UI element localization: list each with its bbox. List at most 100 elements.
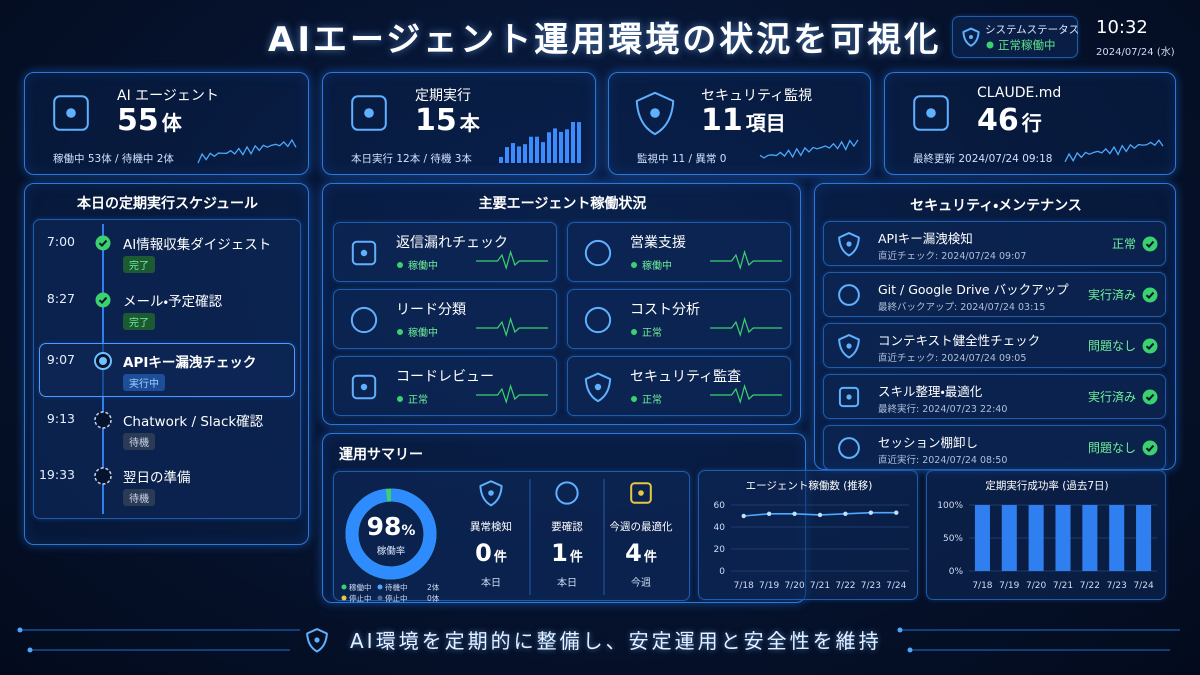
kpi-sub: 監視中 11 / 異常 0 bbox=[637, 153, 727, 165]
line-point bbox=[817, 512, 823, 518]
security-status: 問題なし bbox=[1087, 339, 1136, 353]
icon-dot bbox=[650, 108, 660, 118]
y-tick-label: 20 bbox=[714, 545, 726, 555]
agent-dot bbox=[631, 329, 637, 335]
mini-bar bbox=[541, 142, 545, 163]
security-detail: 最終バックアップ: 2024/07/24 03:15 bbox=[878, 302, 1046, 313]
agents-panel: 主要エージェント稼働状況 返信漏れチェック 稼働中 営業支援 稼働中 リード分類 稼働中 コス… bbox=[322, 183, 801, 425]
icon bbox=[306, 628, 328, 653]
circuit-node bbox=[907, 647, 913, 653]
line-point bbox=[868, 510, 874, 515]
stat-label: 今週の最適化 bbox=[609, 521, 673, 533]
legend-name: 稼働中 bbox=[349, 583, 372, 592]
agent-card: セキュリティ監査正常 bbox=[567, 356, 791, 416]
panel-title: セキュリティ・メンテナンス bbox=[910, 198, 1082, 214]
security-detail: 直近チェック: 2024/07/24 09:07 bbox=[878, 251, 1027, 262]
icon-dot bbox=[846, 394, 852, 400]
icon bbox=[351, 374, 377, 400]
agent-name: リード分類 bbox=[396, 302, 466, 318]
footer-text: AI環境を定期的に整備し、安定運用と安全性を維持 bbox=[350, 629, 882, 653]
agent-dot bbox=[397, 396, 403, 402]
dot bbox=[397, 329, 403, 335]
security-panel: セキュリティ・メンテナンス APIキー漏洩検知 直近チェック: 2024/07/24… bbox=[814, 183, 1176, 470]
agent-dot bbox=[397, 329, 403, 335]
x-tick-label: 7/23 bbox=[861, 581, 881, 591]
schedule-status: 実行中 bbox=[123, 374, 165, 391]
agent-status: 正常 bbox=[642, 395, 662, 406]
pulse-path bbox=[710, 383, 782, 405]
icon bbox=[630, 482, 652, 504]
schedule-status: 待機 bbox=[123, 489, 155, 506]
dot bbox=[397, 262, 403, 268]
legend-count: 2体 bbox=[427, 583, 440, 592]
security-row: コンテキスト健全性チェック 直近チェック: 2024/07/24 09:05 問題な… bbox=[823, 323, 1166, 368]
donut-label: 稼働率 bbox=[376, 546, 406, 557]
agent-name: コードレビュー bbox=[396, 369, 494, 385]
kpi-value: 46 行 bbox=[977, 103, 1042, 138]
clock-date: 2024/07/24 (水) bbox=[1096, 47, 1175, 58]
schedule-time: 8:27 bbox=[46, 291, 75, 306]
agent-name: セキュリティ監査 bbox=[630, 369, 742, 385]
check-icon bbox=[95, 292, 111, 308]
security-row: セッション棚卸し 直近実行: 2024/07/24 08:50 問題なし bbox=[823, 425, 1166, 470]
status-label: システムステータス bbox=[985, 24, 1080, 36]
dot bbox=[631, 262, 637, 268]
icon-dot bbox=[360, 383, 368, 391]
active-row bbox=[39, 343, 295, 397]
check-icon bbox=[1142, 236, 1158, 252]
kpi-label: セキュリティ監視 bbox=[701, 88, 813, 104]
icon bbox=[838, 437, 860, 459]
icon-shape bbox=[584, 306, 612, 334]
core bbox=[99, 357, 107, 365]
schedule-status: 完了 bbox=[123, 313, 155, 330]
kpi-value: 15 本 bbox=[415, 103, 480, 138]
icon-shape bbox=[555, 481, 579, 505]
icon-dot bbox=[926, 108, 936, 118]
agent-dot bbox=[631, 262, 637, 268]
line-point bbox=[766, 511, 772, 516]
icon-dot bbox=[638, 490, 644, 496]
icon bbox=[350, 306, 378, 334]
mini-bar bbox=[523, 144, 527, 163]
schedule-time: 7:00 bbox=[46, 234, 75, 249]
legend-dot bbox=[341, 584, 347, 590]
security-name: Git / Google Drive バックアップ bbox=[878, 282, 1069, 297]
divider bbox=[529, 479, 531, 595]
kpi-unit: 項目 bbox=[745, 111, 786, 135]
kpi-sub: 本日実行 12本 / 待機 3本 bbox=[351, 153, 472, 165]
mini-bar bbox=[571, 121, 575, 163]
check-icon bbox=[1142, 338, 1158, 354]
bar bbox=[974, 505, 990, 571]
schedule-time: 19:33 bbox=[38, 467, 75, 482]
icon-dot bbox=[488, 490, 494, 496]
legend-count: 0体 bbox=[427, 594, 440, 603]
icon-dot bbox=[360, 249, 368, 257]
icon-shape bbox=[913, 95, 949, 131]
bar bbox=[1136, 505, 1152, 571]
pulse-line bbox=[710, 383, 782, 405]
sparkline-path bbox=[1064, 139, 1164, 163]
icon bbox=[584, 306, 612, 334]
mini-bar bbox=[553, 128, 557, 163]
schedule-panel: 本日の定期実行スケジュール 7:00 AI情報収集ダイジェスト 完了 8:27 メール・予… bbox=[24, 183, 309, 545]
schedule-task: AI情報収集ダイジェスト bbox=[123, 237, 272, 253]
mini-bar bbox=[517, 146, 521, 163]
status-box: システムステータス正常稼働中 bbox=[952, 16, 1080, 58]
icon-dot bbox=[594, 383, 602, 391]
dot bbox=[377, 584, 383, 590]
security-status: 正常 bbox=[1111, 237, 1136, 251]
schedule-time: 9:13 bbox=[46, 411, 75, 426]
agent-card: 営業支援 稼働中 bbox=[567, 222, 791, 282]
mini-bar bbox=[505, 147, 509, 163]
icon-shape bbox=[838, 334, 860, 359]
kpi-card: 定期実行 15 本本日実行 12本 / 待機 3本 bbox=[322, 72, 596, 175]
legend-dot bbox=[377, 584, 383, 590]
x-tick-label: 7/20 bbox=[1026, 581, 1046, 591]
status-value: 正常稼働中 bbox=[998, 38, 1056, 52]
chart: エージェント稼働数 (推移) 0 20 40 60 7/18 7/19 7/20 7/21 7/2… bbox=[714, 479, 909, 591]
x-tick-label: 7/22 bbox=[1080, 581, 1100, 591]
circuit-node bbox=[897, 627, 903, 633]
pulse-path bbox=[476, 249, 548, 271]
line-point bbox=[741, 513, 746, 519]
